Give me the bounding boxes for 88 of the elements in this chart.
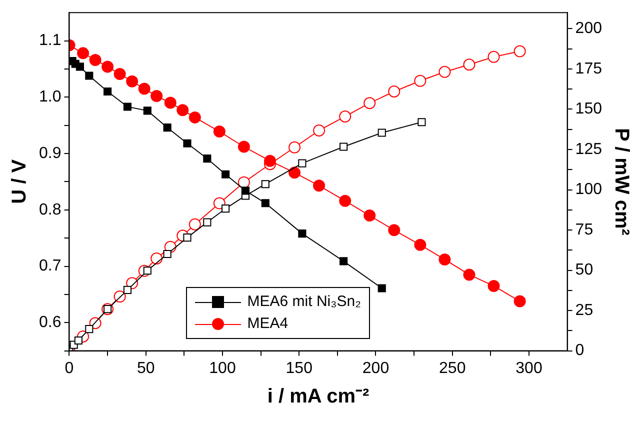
point	[89, 54, 102, 66]
point	[340, 257, 348, 266]
y2-tick-label: 150	[575, 100, 602, 118]
point	[313, 124, 326, 136]
point	[203, 218, 212, 226]
point	[298, 230, 306, 238]
point	[418, 118, 426, 126]
point	[150, 252, 163, 265]
point	[163, 124, 172, 132]
x-tick-label: 300	[516, 360, 542, 377]
point	[114, 68, 126, 80]
point	[85, 72, 94, 80]
point	[298, 159, 306, 168]
point	[241, 186, 250, 195]
y-tick-label: 1.1	[38, 32, 62, 50]
point	[378, 284, 386, 292]
x-axis-title: i / mA cm⁻²	[267, 386, 370, 408]
point	[261, 199, 270, 208]
point	[203, 154, 212, 163]
point	[339, 194, 352, 207]
x-tick-label: 150	[286, 360, 313, 377]
x-tick-label: 200	[362, 360, 390, 377]
point	[163, 250, 172, 258]
point	[213, 126, 226, 138]
point	[463, 268, 476, 281]
y2-tick-label: 175	[575, 60, 602, 78]
point	[76, 62, 84, 71]
point	[138, 82, 150, 95]
point	[238, 140, 250, 153]
y2-tick-label: 100	[575, 181, 602, 198]
point	[264, 154, 276, 167]
point	[288, 166, 301, 179]
x-tick-label: 50	[136, 360, 155, 377]
y-axis-title: U / V	[8, 158, 31, 204]
point	[85, 325, 94, 334]
point	[222, 170, 230, 178]
legend-label: MEA6 mit Ni₃Sn₂	[247, 292, 361, 312]
point	[388, 86, 400, 98]
point	[364, 97, 376, 110]
x-tick-label: 250	[439, 360, 466, 377]
y-tick-label: 0.9	[38, 144, 62, 162]
point	[438, 253, 451, 266]
point	[188, 218, 201, 230]
y-tick-label: 0.6	[38, 314, 62, 332]
y-tick-label: 0.7	[38, 258, 62, 275]
y2-axis-title: P / mW cm²	[610, 128, 632, 236]
point	[143, 106, 152, 115]
point	[463, 58, 476, 71]
y2-tick-label: 0	[575, 342, 584, 360]
point	[183, 234, 192, 242]
point	[364, 210, 376, 222]
y2-tick-label: 75	[575, 221, 594, 238]
point	[339, 110, 352, 122]
point	[261, 180, 270, 188]
y-tick-label: 0.8	[38, 201, 62, 218]
point	[77, 47, 90, 60]
y2-tick-label: 25	[575, 302, 594, 319]
point	[414, 74, 426, 87]
y2-tick-label: 200	[575, 20, 602, 38]
point	[514, 45, 526, 58]
point	[188, 111, 201, 124]
point	[438, 66, 451, 78]
point	[74, 336, 82, 345]
point	[488, 280, 500, 292]
point	[123, 286, 132, 294]
point	[150, 90, 163, 102]
x-tick-label: 100	[209, 360, 236, 377]
legend-label: MEA4	[247, 314, 288, 334]
point	[164, 96, 176, 109]
point	[378, 128, 386, 137]
y2-tick-label: 50	[575, 262, 594, 279]
point	[102, 60, 114, 73]
point	[104, 87, 112, 96]
point	[123, 102, 132, 111]
x-tick-label: 0	[64, 360, 74, 377]
point	[288, 141, 301, 154]
y2-tick-label: 125	[575, 140, 602, 158]
point	[388, 224, 400, 236]
point	[414, 238, 426, 251]
point	[514, 295, 526, 308]
point	[340, 142, 348, 151]
point	[176, 104, 189, 116]
point	[222, 204, 230, 213]
y-tick-label: 1.0	[38, 88, 62, 106]
point	[488, 50, 500, 63]
point	[313, 180, 326, 192]
point	[183, 139, 192, 148]
point	[126, 75, 138, 88]
